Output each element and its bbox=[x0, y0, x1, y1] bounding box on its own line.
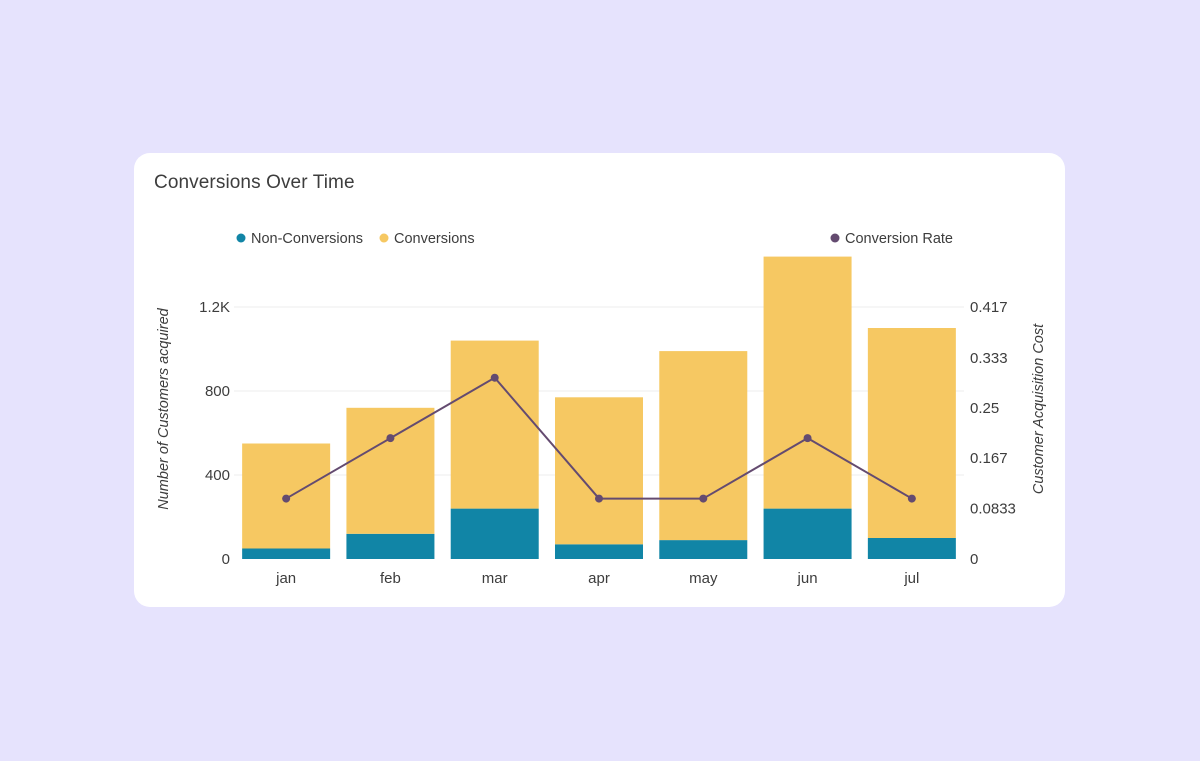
right-tick-label: 0.167 bbox=[970, 450, 1008, 467]
left-tick-label: 400 bbox=[205, 467, 230, 484]
bar-non-conversions-feb[interactable] bbox=[346, 533, 435, 559]
conversion-rate-point-jun[interactable] bbox=[803, 434, 812, 443]
right-tick-label: 0.417 bbox=[970, 299, 1008, 316]
bar-non-conversions-jan[interactable] bbox=[242, 548, 331, 560]
left-tick-label: 0 bbox=[222, 551, 230, 568]
legend-swatch-conversion-rate bbox=[830, 233, 840, 243]
conversion-rate-point-mar[interactable] bbox=[490, 373, 499, 382]
legend-item-non-conversions[interactable]: Non-Conversions bbox=[236, 231, 364, 247]
right-tick-label: 0.333 bbox=[970, 350, 1008, 367]
conversion-rate-line bbox=[282, 373, 916, 503]
bar-non-conversions-jun[interactable] bbox=[763, 508, 852, 559]
legend-item-conversions[interactable]: Conversions bbox=[379, 231, 475, 247]
legend-label-conversions: Conversions bbox=[394, 231, 475, 247]
x-tick-label-apr: apr bbox=[588, 570, 610, 587]
right-tick-label: 0 bbox=[970, 551, 978, 568]
bar-conversions-jun[interactable] bbox=[763, 256, 852, 509]
x-tick-label-mar: mar bbox=[482, 570, 508, 587]
bar-non-conversions-mar[interactable] bbox=[450, 508, 539, 559]
bar-non-conversions-apr[interactable] bbox=[555, 544, 643, 559]
legend-swatch-conversions bbox=[379, 233, 389, 243]
left-tick-label: 800 bbox=[205, 383, 230, 400]
conversion-rate-point-may[interactable] bbox=[699, 494, 708, 503]
x-tick-label-jun: jun bbox=[797, 570, 818, 587]
x-tick-label-may: may bbox=[689, 570, 718, 587]
bar-conversions-feb[interactable] bbox=[346, 407, 435, 534]
chart-canvas: 0 400 800 1.2K 0 0.0833 0.167 0.25 0.333 0.417 j… bbox=[156, 231, 1047, 587]
legend: Non-Conversions Conversions Conversion R… bbox=[236, 231, 954, 247]
x-tick-label-jan: jan bbox=[275, 570, 296, 587]
conversion-rate-point-apr[interactable] bbox=[595, 494, 603, 503]
x-axis-ticks: jan feb mar apr may jun jul bbox=[275, 570, 919, 587]
legend-label-conversion-rate: Conversion Rate bbox=[845, 231, 953, 247]
right-axis-ticks: 0 0.0833 0.167 0.25 0.333 0.417 bbox=[970, 299, 1016, 568]
conversion-rate-point-jan[interactable] bbox=[282, 494, 291, 503]
legend-swatch-non-conversions bbox=[236, 233, 246, 243]
right-tick-label: 0.0833 bbox=[970, 501, 1016, 518]
left-tick-label: 1.2K bbox=[199, 299, 230, 316]
bar-conversions-apr[interactable] bbox=[555, 397, 643, 545]
left-axis-ticks: 0 400 800 1.2K bbox=[199, 299, 230, 568]
chart-title: Conversions Over Time bbox=[154, 172, 355, 193]
bar-conversions-mar[interactable] bbox=[450, 340, 539, 509]
bar-conversions-jul[interactable] bbox=[867, 328, 956, 538]
x-tick-label-jul: jul bbox=[903, 570, 919, 587]
legend-item-conversion-rate[interactable]: Conversion Rate bbox=[830, 231, 954, 247]
conversion-rate-point-jul[interactable] bbox=[907, 494, 916, 503]
chart-card: Conversions Over Time 0 400 800 1.2K 0 0.083… bbox=[134, 153, 1065, 607]
bars bbox=[242, 256, 956, 560]
bar-conversions-may[interactable] bbox=[659, 351, 748, 541]
bar-non-conversions-may[interactable] bbox=[659, 540, 748, 559]
left-axis-title: Number of Customers acquired bbox=[156, 307, 172, 509]
bar-non-conversions-jul[interactable] bbox=[867, 538, 956, 559]
conversion-rate-point-feb[interactable] bbox=[386, 434, 395, 443]
right-axis-title: Customer Acquisition Cost bbox=[1031, 323, 1047, 494]
x-tick-label-feb: feb bbox=[380, 570, 401, 587]
legend-label-non-conversions: Non-Conversions bbox=[251, 231, 363, 247]
right-tick-label: 0.25 bbox=[970, 400, 999, 417]
